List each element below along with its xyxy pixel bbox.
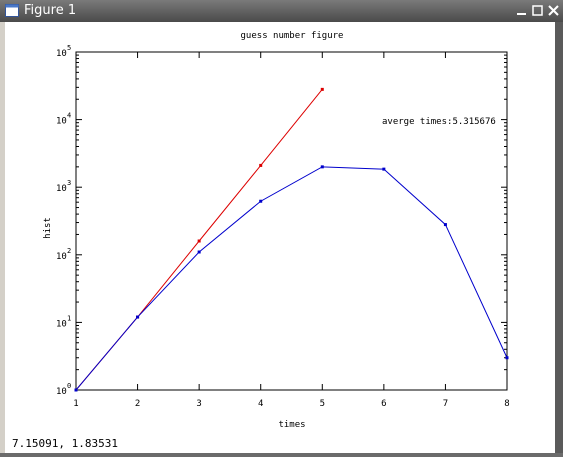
y-tick-exponent: 3 <box>67 179 71 187</box>
window-icon <box>5 4 19 17</box>
data-point <box>320 165 324 169</box>
y-tick-label: 10 <box>56 184 67 194</box>
data-point <box>136 315 140 319</box>
data-point <box>505 356 509 360</box>
coordinate-readout: 7.15091, 1.83531 <box>12 437 118 450</box>
y-tick-exponent: 1 <box>67 314 71 322</box>
data-point <box>197 239 201 243</box>
y-tick-exponent: 2 <box>67 247 71 255</box>
data-point <box>197 250 201 254</box>
average-annotation: averge times:5.315676 <box>382 117 496 127</box>
x-tick-label: 1 <box>73 399 78 409</box>
x-axis-label: times <box>278 420 305 430</box>
y-tick-label: 10 <box>56 117 67 127</box>
x-tick-label: 8 <box>504 399 509 409</box>
maximize-icon[interactable] <box>531 4 544 17</box>
chart-title: guess number figure <box>241 31 344 41</box>
close-icon[interactable] <box>547 4 560 17</box>
data-point <box>320 87 324 91</box>
x-tick-label: 5 <box>320 399 325 409</box>
y-tick-exponent: 0 <box>67 382 71 390</box>
minimize-icon[interactable] <box>515 4 528 17</box>
window-frame-left <box>0 22 5 453</box>
window-title: Figure 1 <box>24 3 77 18</box>
window-frame-right <box>555 22 563 453</box>
x-tick-label: 4 <box>258 399 263 409</box>
data-point <box>259 199 263 203</box>
plot-frame <box>75 51 508 391</box>
plot-canvas[interactable]: guess number figure times hist averge ti… <box>5 22 555 453</box>
data-point <box>443 223 447 227</box>
data-point <box>382 167 386 171</box>
y-tick-label: 10 <box>56 387 67 397</box>
x-tick-label: 7 <box>443 399 448 409</box>
data-point <box>259 163 263 167</box>
y-tick-label: 10 <box>56 319 67 329</box>
series-group <box>74 87 509 392</box>
title-bar[interactable]: Figure 1 <box>0 0 563 22</box>
y-tick-label: 10 <box>56 252 67 262</box>
data-point <box>74 388 78 392</box>
chart-svg: guess number figure times hist averge ti… <box>43 31 510 430</box>
x-tick-label: 6 <box>381 399 386 409</box>
x-tick-label: 2 <box>135 399 140 409</box>
y-tick-label: 10 <box>56 49 67 59</box>
y-tick-exponent: 5 <box>67 44 71 52</box>
y-tick-exponent: 4 <box>67 112 71 120</box>
x-tick-label: 3 <box>196 399 201 409</box>
series-line-1 <box>75 166 508 391</box>
y-axis-label: hist <box>43 217 53 239</box>
